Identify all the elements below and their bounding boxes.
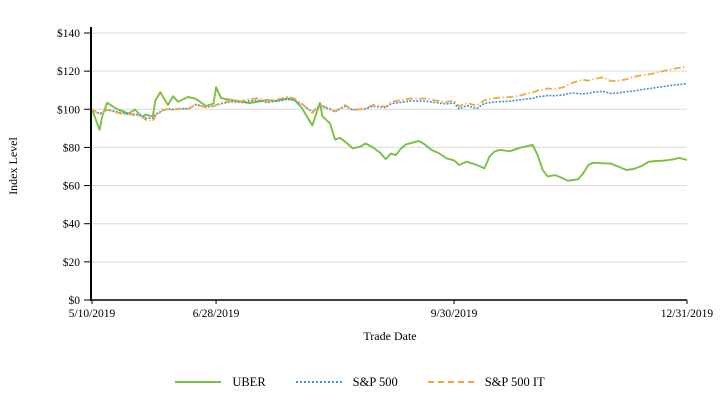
y-tick-label: $0 — [69, 294, 81, 307]
y-axis-title: Index Level — [6, 137, 20, 195]
uber-line-swatch — [175, 381, 222, 383]
y-tick-label: $60 — [63, 180, 81, 193]
axis-layer — [84, 27, 688, 304]
y-tick-label: $20 — [63, 256, 81, 269]
legend-item-sp500it: S&P 500 IT — [427, 374, 545, 390]
y-tick-label: $140 — [57, 27, 80, 40]
sp500it-line-swatch — [427, 381, 474, 383]
series-line-s-p-500 — [91, 82, 688, 120]
x-tick-label: 6/28/2019 — [193, 308, 240, 320]
x-axis-title: Trade Date — [363, 329, 416, 343]
y-tick-label: $120 — [57, 65, 80, 78]
y-tick-label: $80 — [63, 141, 81, 154]
series-line-s-p-500-it — [91, 66, 688, 122]
y-tick-label: $40 — [63, 218, 81, 231]
tick-label-layer: $0 $20 $40 $60 $80 $100 $120 $140 5/10/2019 6/28/… — [57, 27, 713, 320]
legend-item-uber: UBER — [175, 374, 266, 390]
legend-label-uber: UBER — [232, 374, 266, 389]
legend-item-sp500: S&P 500 — [295, 374, 398, 390]
y-tick-label: $100 — [57, 103, 80, 116]
sp500-line-swatch — [295, 381, 342, 383]
legend-label-sp500it: S&P 500 IT — [484, 374, 545, 389]
x-tick-label: 5/10/2019 — [69, 308, 116, 320]
legend-label-sp500: S&P 500 — [352, 374, 398, 389]
x-tick-label: 9/30/2019 — [431, 308, 478, 320]
legend: UBER S&P 500 S&P 500 IT — [0, 372, 720, 392]
series-line-uber — [91, 86, 688, 182]
series-layer — [91, 66, 688, 182]
x-tick-label: 12/31/2019 — [661, 308, 714, 320]
grid-layer — [92, 32, 687, 263]
